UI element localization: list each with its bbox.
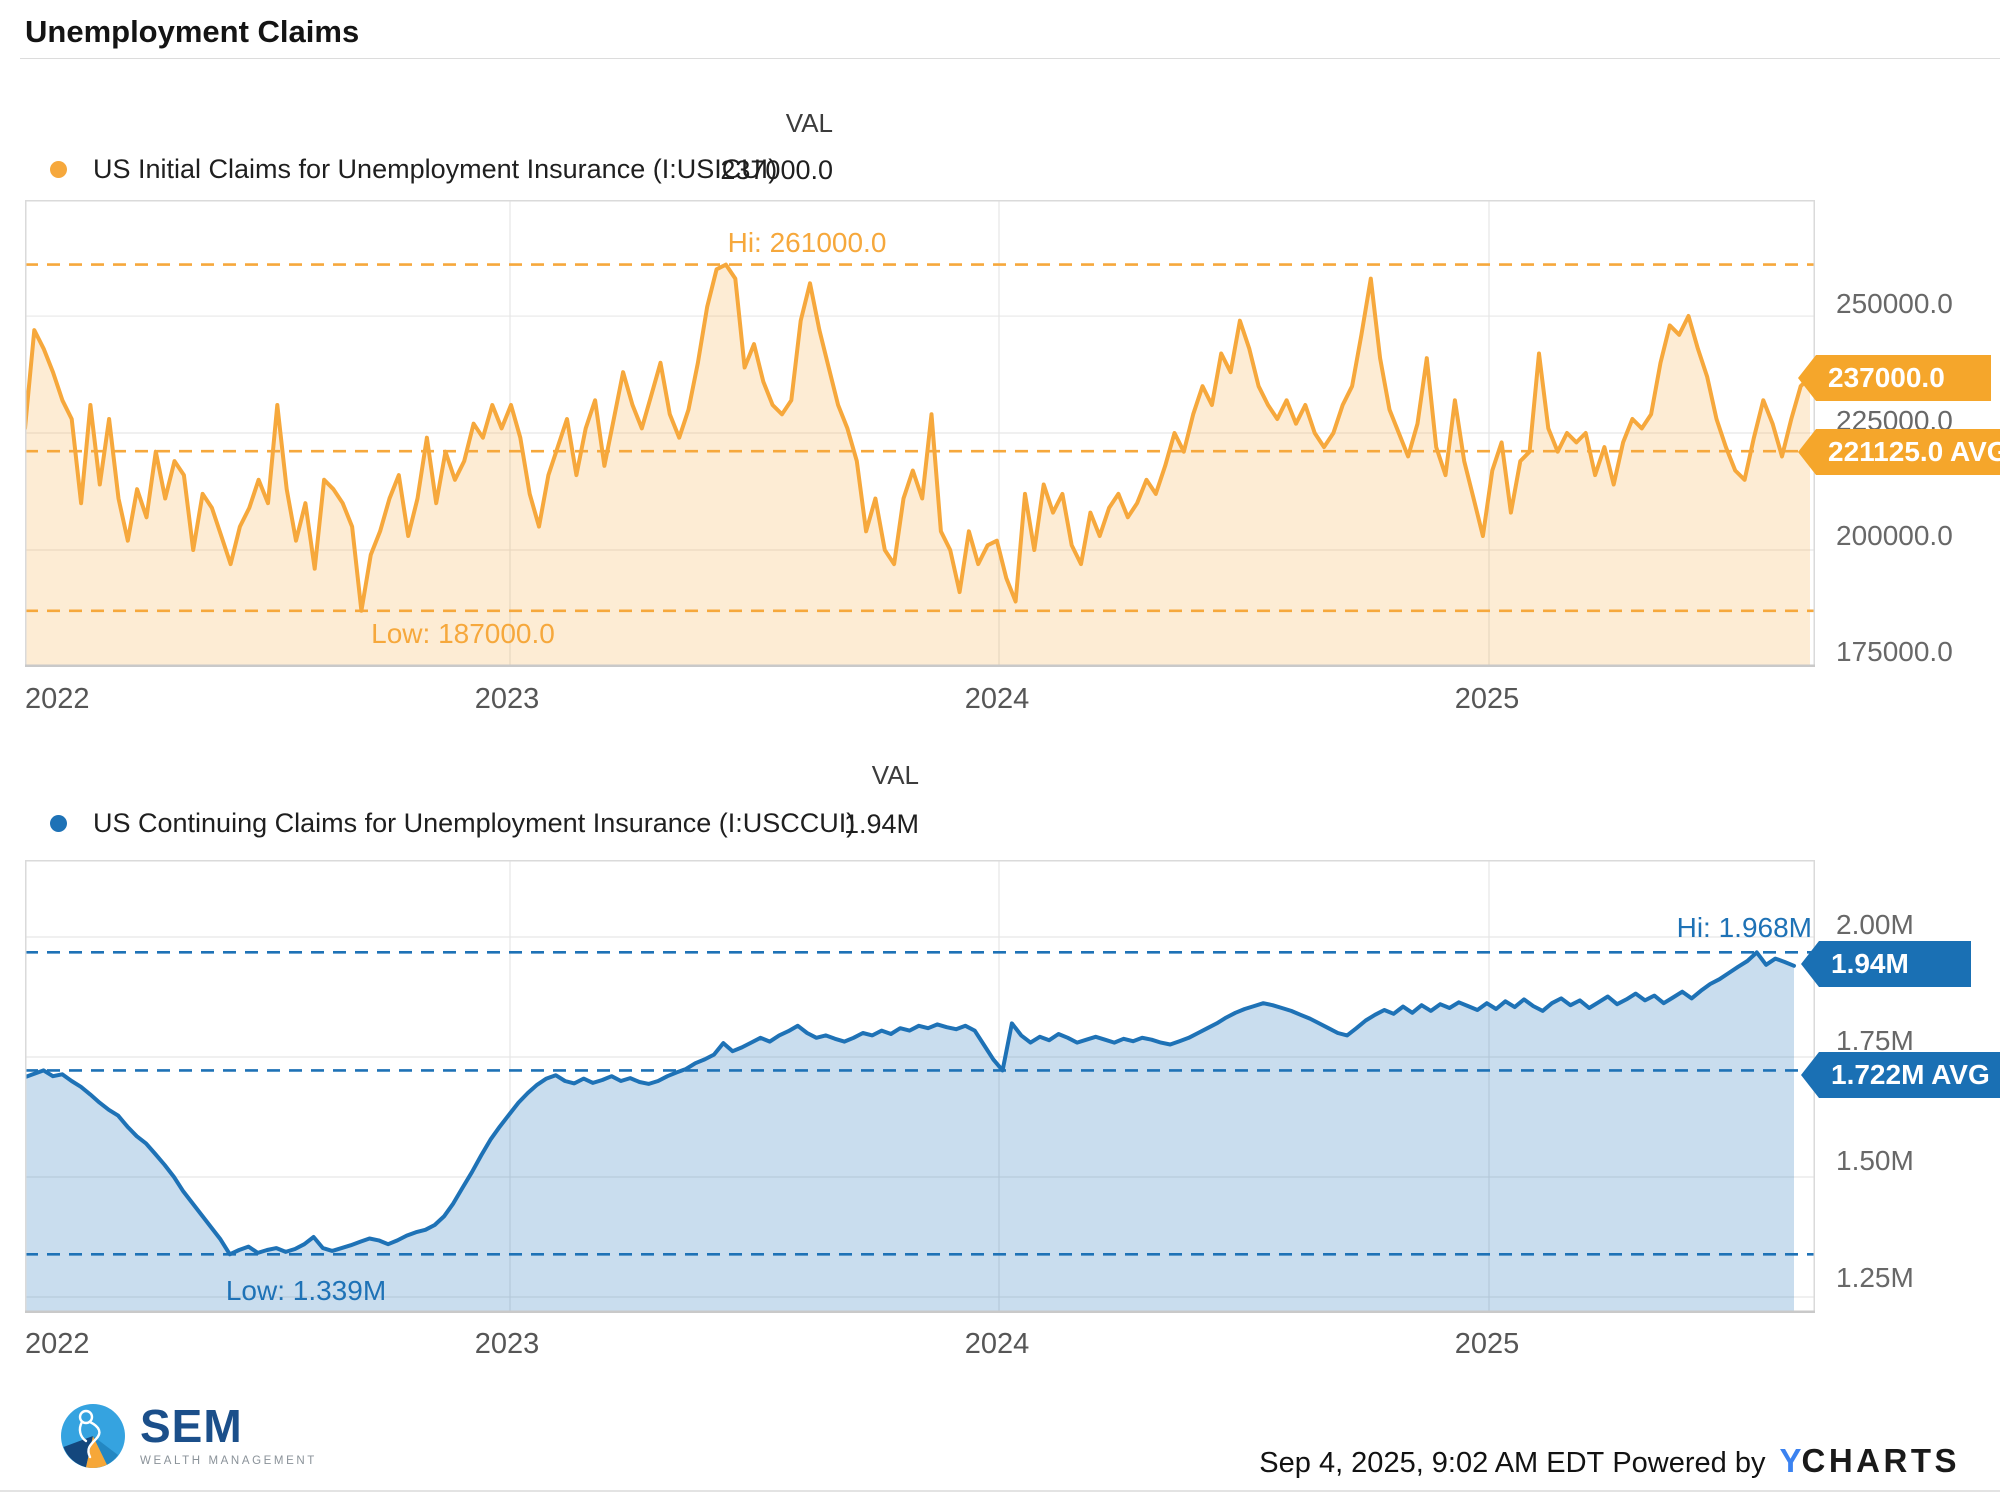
sem-logo-subtitle: WEALTH MANAGEMENT <box>140 1455 317 1467</box>
sem-logo-text: SEM WEALTH MANAGEMENT <box>140 1403 317 1469</box>
continuing-claims-chart <box>25 860 1815 1313</box>
continuing-claims-ytick-175m: 1.75M <box>1836 1025 1914 1056</box>
initial-claims-xtick-2024: 2024 <box>964 683 1030 715</box>
continuing-claims-xtick-2022: 2022 <box>25 1328 90 1360</box>
initial-claims-ytick-250000: 250000.0 <box>1836 288 1953 319</box>
initial-claims-avg-badge: 221125.0 AVG <box>1798 429 2000 475</box>
initial-claims-series-dot-icon <box>50 160 67 178</box>
continuing-claims-xtick-2025: 2025 <box>1454 1328 1520 1360</box>
initial-claims-current-value: 237000.0 <box>720 155 833 185</box>
continuing-claims-low-label: Low: 1.339M <box>225 1275 387 1306</box>
continuing-claims-legend: US Continuing Claims for Unemployment In… <box>50 803 855 843</box>
initial-claims-val-header: VAL <box>785 108 833 138</box>
initial-claims-legend: US Initial Claims for Unemployment Insur… <box>50 149 777 189</box>
continuing-claims-xtick-2023: 2023 <box>474 1328 540 1360</box>
page-bottom-edge <box>0 1490 2000 1492</box>
initial-claims-xtick-2022: 2022 <box>25 683 90 715</box>
initial-claims-chart <box>25 200 1815 667</box>
continuing-claims-hi-label: Hi: 1.968M <box>1676 912 1812 943</box>
initial-claims-ytick-200000: 200000.0 <box>1836 520 1953 551</box>
continuing-claims-avg-badge: 1.722M AVG <box>1801 1052 2000 1098</box>
initial-claims-ytick-175000: 175000.0 <box>1836 636 1953 667</box>
sem-logo-name: SEM <box>140 1400 243 1452</box>
continuing-claims-latest-badge: 1.94M <box>1801 941 1971 987</box>
page-title: Unemployment Claims <box>25 14 360 49</box>
initial-claims-hi-label: Hi: 261000.0 <box>727 227 887 258</box>
initial-claims-legend-label: US Initial Claims for Unemployment Insur… <box>93 153 778 184</box>
timestamp: Sep 4, 2025, 9:02 AM EDT Powered by <box>1259 1447 1766 1479</box>
continuing-claims-legend-label: US Continuing Claims for Unemployment In… <box>93 807 856 838</box>
initial-claims-latest-badge: 237000.0 <box>1798 355 1991 401</box>
ycharts-logo: YCHARTS <box>1779 1442 1960 1479</box>
continuing-claims-xtick-2024: 2024 <box>964 1328 1030 1360</box>
title-divider <box>20 58 2000 59</box>
attribution: Sep 4, 2025, 9:02 AM EDT Powered by YCHA… <box>1259 1442 1960 1480</box>
initial-claims-low-label: Low: 187000.0 <box>371 618 555 649</box>
continuing-claims-ytick-125m: 1.25M <box>1836 1262 1914 1293</box>
continuing-claims-current-value: 1.94M <box>843 809 919 839</box>
sem-logo: SEM WEALTH MANAGEMENT <box>60 1403 317 1469</box>
continuing-claims-series-dot-icon <box>50 814 67 832</box>
initial-claims-xtick-2025: 2025 <box>1454 683 1520 715</box>
continuing-claims-val-header: VAL <box>871 760 919 790</box>
sem-logo-icon <box>61 1404 125 1468</box>
initial-claims-xtick-2023: 2023 <box>474 683 540 715</box>
continuing-claims-ytick-150m: 1.50M <box>1836 1145 1914 1176</box>
continuing-claims-ytick-2m: 2.00M <box>1836 909 1914 940</box>
